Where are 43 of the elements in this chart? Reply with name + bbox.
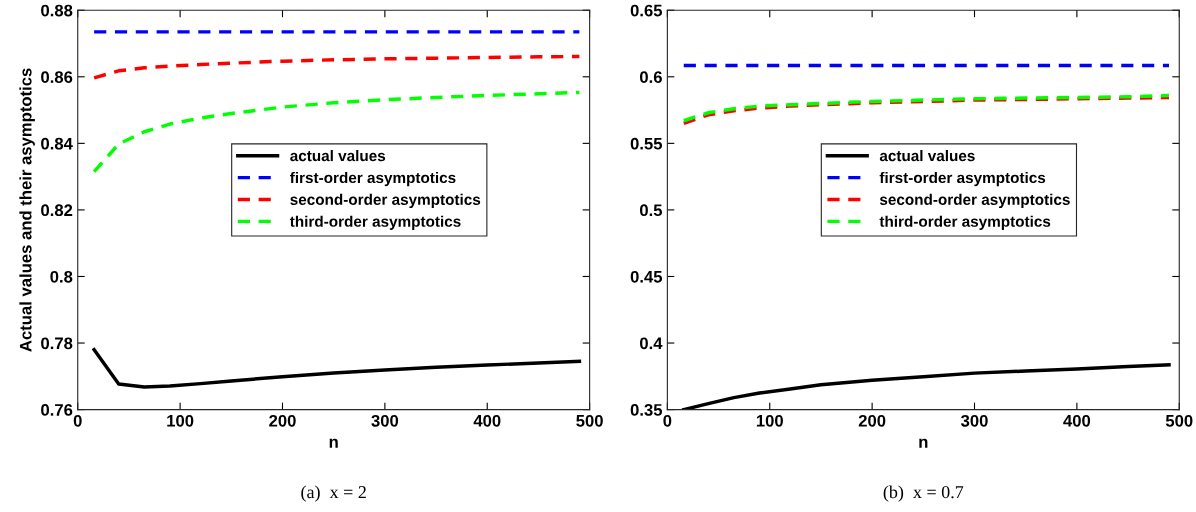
legend-label: first-order asymptotics <box>290 171 456 187</box>
text: (b) x = 0.7 <box>883 485 964 502</box>
y-tick-label: 0.86 <box>41 71 73 83</box>
legend-label: second-order asymptotics <box>290 193 481 209</box>
line-series <box>92 90 582 174</box>
x-tick-label: 500 <box>576 414 603 427</box>
y-tick-label: 0.82 <box>41 204 73 217</box>
x-tick-label: 300 <box>371 414 399 427</box>
y-tick-label: 0.4 <box>640 337 663 350</box>
x-tick-label: 0 <box>73 414 82 427</box>
legend-label: second-order asymptotics <box>879 193 1070 209</box>
y-tick-label: 0.88 <box>41 4 73 17</box>
y-tick-label: 0.45 <box>630 270 663 283</box>
legend-label: first-order asymptotics <box>879 171 1046 187</box>
y-tick-label: 0.5 <box>640 204 663 217</box>
legend-label: third-order asymptotics <box>289 215 461 230</box>
y-tick-label: 0.76 <box>41 404 73 416</box>
x-tick-label: 200 <box>858 414 886 427</box>
legend-label: actual values <box>290 150 386 162</box>
x-tick-label: 400 <box>473 414 501 427</box>
text: (a) x = 2 <box>301 485 366 502</box>
x-tick-label: 300 <box>960 414 988 427</box>
x-tick-label: 0 <box>663 414 672 427</box>
x-axis-title: n <box>919 438 928 448</box>
legend-label: actual values <box>879 150 975 162</box>
y-tick-label: 0.6 <box>640 71 662 83</box>
x-tick-label: 100 <box>756 414 783 427</box>
y-tick-label: 0.35 <box>630 404 663 416</box>
x-tick-label: 100 <box>167 414 194 427</box>
x-tick-label: 400 <box>1063 414 1091 427</box>
y-tick-label: 0.8 <box>50 270 73 283</box>
y-tick-label: 0.84 <box>41 137 73 150</box>
legend-label: third-order asymptotics <box>879 215 1051 230</box>
line-series <box>92 347 582 389</box>
y-tick-label: 0.65 <box>630 4 663 17</box>
line-series <box>682 363 1171 410</box>
x-tick-label: 200 <box>269 414 296 427</box>
line-series <box>92 54 582 80</box>
x-tick-label: 500 <box>1165 414 1193 427</box>
y-tick-label: 0.55 <box>630 137 663 150</box>
y-tick-label: 0.78 <box>41 337 73 350</box>
y-axis-title: Actual values and their asymptotics <box>19 68 35 352</box>
x-axis-title: n <box>329 438 338 448</box>
